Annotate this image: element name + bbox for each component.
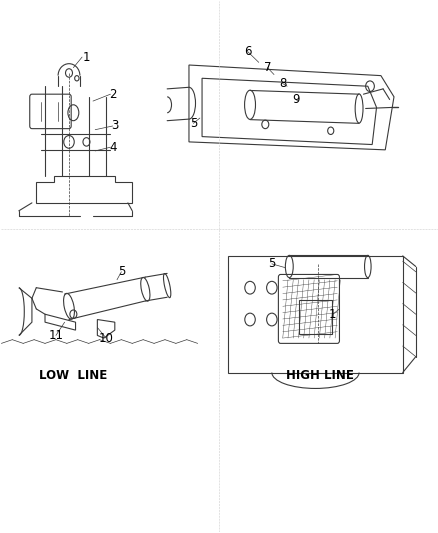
- Text: HIGH LINE: HIGH LINE: [285, 369, 353, 382]
- Text: 10: 10: [99, 332, 113, 344]
- Text: 11: 11: [48, 329, 63, 342]
- Text: 7: 7: [263, 61, 271, 74]
- Text: 5: 5: [117, 265, 125, 278]
- Text: LOW  LINE: LOW LINE: [39, 369, 107, 382]
- Text: 1: 1: [328, 308, 336, 321]
- Text: 5: 5: [268, 257, 275, 270]
- Text: 4: 4: [109, 141, 116, 154]
- FancyBboxPatch shape: [299, 300, 331, 334]
- Text: 2: 2: [109, 87, 116, 101]
- Text: 9: 9: [291, 93, 299, 106]
- Text: 8: 8: [279, 77, 286, 90]
- Text: 1: 1: [82, 51, 90, 63]
- Text: 6: 6: [244, 45, 251, 58]
- Text: 5: 5: [189, 117, 197, 130]
- Text: 3: 3: [111, 119, 118, 133]
